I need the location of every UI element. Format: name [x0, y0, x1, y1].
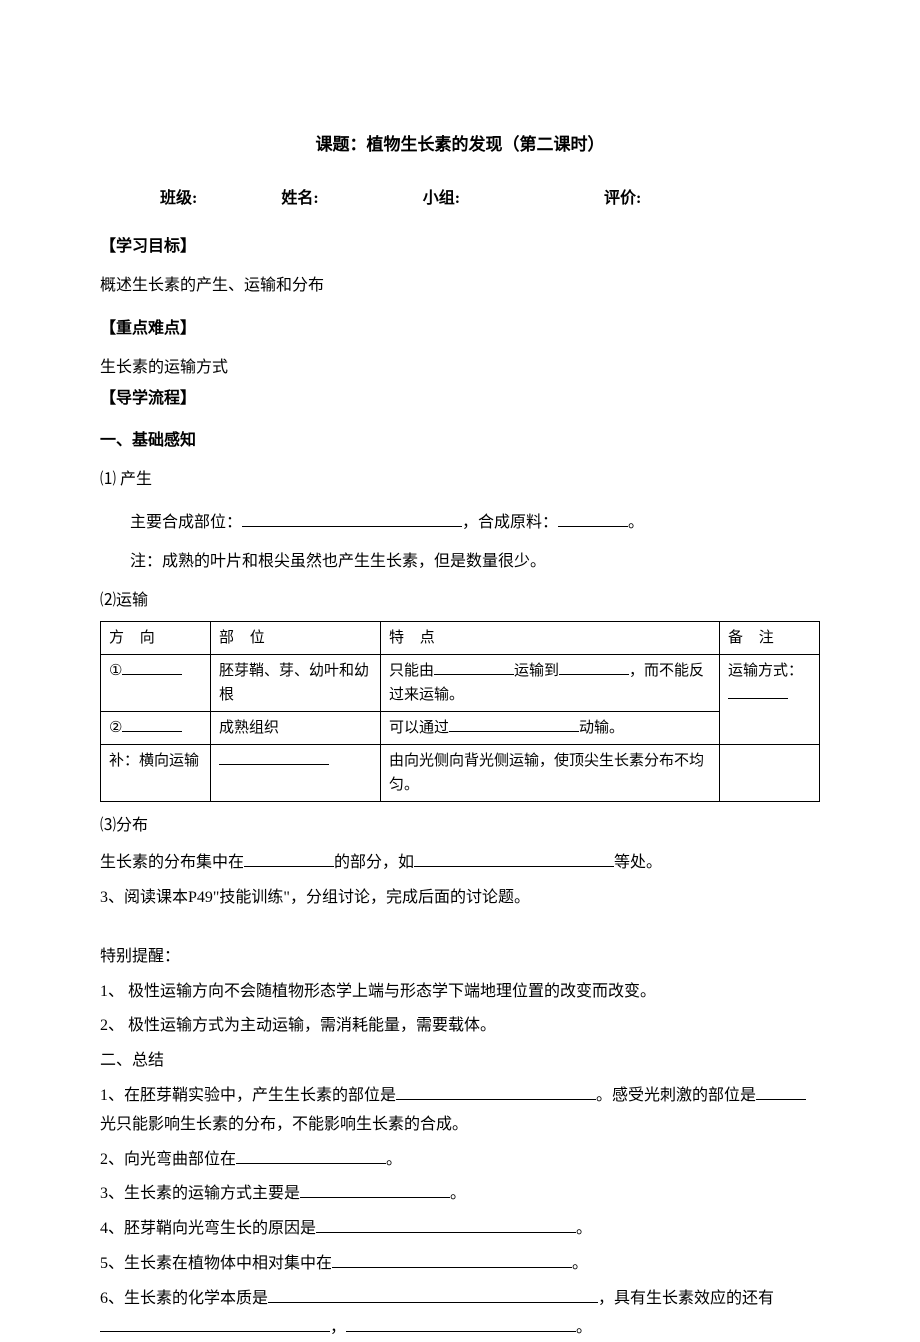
keypoint-header: 【重点难点】 [100, 315, 820, 344]
th-note: 备 注 [720, 622, 820, 655]
tip-2: 2、 极性运输方式为主动运输，需消耗能量，需要载体。 [100, 1012, 820, 1041]
blank-dist-example[interactable] [414, 851, 614, 867]
blank-transport-mode[interactable] [728, 684, 788, 699]
blank-s6-eff2[interactable] [346, 1316, 576, 1332]
blank-s1-produce[interactable] [396, 1084, 596, 1100]
blank-s4[interactable] [316, 1217, 576, 1233]
cell-feat-3: 由向光侧向背光侧运输，使顶尖生长素分布不均匀。 [381, 745, 720, 802]
cell-note: 运输方式： [720, 655, 820, 745]
produce-line: 主要合成部位： ，合成原料： 。 [100, 509, 820, 538]
blank-dist-where[interactable] [244, 851, 334, 867]
table-row: ② 成熟组织 可以通过动输。 [101, 712, 820, 745]
cell-note-3 [720, 745, 820, 802]
table-row: 补：横向运输 由向光侧向背光侧运输，使顶尖生长素分布不均匀。 [101, 745, 820, 802]
produce-text-a: 主要合成部位： [130, 514, 242, 531]
cell-dir-3: 补：横向运输 [101, 745, 211, 802]
blank-to[interactable] [559, 660, 629, 675]
produce-header: ⑴ 产生 [100, 466, 820, 495]
rating-label: 评价: [604, 185, 641, 214]
blank-s6-nature[interactable] [268, 1287, 598, 1303]
table-row: ① 胚芽鞘、芽、幼叶和幼根 只能由运输到，而不能反过来运输。 运输方式： [101, 655, 820, 712]
produce-note: 注：成熟的叶片和根尖虽然也产生生长素，但是数量很少。 [100, 548, 820, 577]
summary-2: 2、向光弯曲部位在。 [100, 1146, 820, 1175]
summary-6: 6、生长素的化学本质是，具有生长素效应的还有，。 [100, 1285, 820, 1342]
blank-s2[interactable] [236, 1148, 386, 1164]
blank-from[interactable] [434, 660, 514, 675]
cell-dir-2: ② [101, 712, 211, 745]
cell-part-2: 成熟组织 [211, 712, 381, 745]
group-label: 小组: [423, 185, 460, 214]
blank-s5[interactable] [332, 1252, 572, 1268]
blank-dir-1[interactable] [122, 660, 182, 675]
transport-table: 方 向 部 位 特 点 备 注 ① 胚芽鞘、芽、幼叶和幼根 只能由运输到，而不能… [100, 621, 820, 802]
flow-header: 【导学流程】 [100, 385, 820, 414]
dist-header: ⑶分布 [100, 812, 820, 841]
summary-5: 5、生长素在植物体中相对集中在。 [100, 1250, 820, 1279]
produce-text-b: ，合成原料： [462, 514, 558, 531]
summary-header: 二、总结 [100, 1047, 820, 1076]
cell-feat-2: 可以通过动输。 [381, 712, 720, 745]
cell-dir-1: ① [101, 655, 211, 712]
blank-dir-2[interactable] [122, 717, 182, 732]
transport-header: ⑵运输 [100, 587, 820, 616]
cell-feat-1: 只能由运输到，而不能反过来运输。 [381, 655, 720, 712]
blank-synth-material[interactable] [558, 511, 628, 527]
goal-header: 【学习目标】 [100, 233, 820, 262]
cell-part-1: 胚芽鞘、芽、幼叶和幼根 [211, 655, 381, 712]
table-header-row: 方 向 部 位 特 点 备 注 [101, 622, 820, 655]
keypoint-text: 生长素的运输方式 [100, 354, 820, 383]
blank-synth-site[interactable] [242, 511, 462, 527]
blank-through[interactable] [449, 717, 579, 732]
tip-header: 特别提醒： [100, 943, 820, 972]
blank-s6-eff1[interactable] [100, 1316, 330, 1332]
page-title: 课题：植物生长素的发现（第二课时） [100, 130, 820, 161]
blank-s1-sense[interactable] [756, 1084, 806, 1100]
class-label: 班级: [160, 185, 197, 214]
cell-part-3 [211, 745, 381, 802]
dist-line: 生长素的分布集中在的部分，如等处。 [100, 849, 820, 878]
blank-s3[interactable] [300, 1182, 450, 1198]
produce-text-c: 。 [628, 514, 644, 531]
th-part: 部 位 [211, 622, 381, 655]
th-direction: 方 向 [101, 622, 211, 655]
summary-4: 4、胚芽鞘向光弯生长的原因是。 [100, 1215, 820, 1244]
info-row: 班级: 姓名: 小组: 评价: [100, 185, 820, 214]
blank-part-3[interactable] [219, 750, 329, 765]
tip-1: 1、 极性运输方向不会随植物形态学上端与形态学下端地理位置的改变而改变。 [100, 978, 820, 1007]
name-label: 姓名: [281, 185, 318, 214]
summary-1: 1、在胚芽鞘实验中，产生生长素的部位是。感受光刺激的部位是光只能影响生长素的分布… [100, 1082, 820, 1140]
skill-line: 3、阅读课本P49"技能训练"，分组讨论，完成后面的讨论题。 [100, 884, 820, 913]
summary-3: 3、生长素的运输方式主要是。 [100, 1180, 820, 1209]
th-feature: 特 点 [381, 622, 720, 655]
base-header: 一、基础感知 [100, 427, 820, 456]
goal-text: 概述生长素的产生、运输和分布 [100, 272, 820, 301]
